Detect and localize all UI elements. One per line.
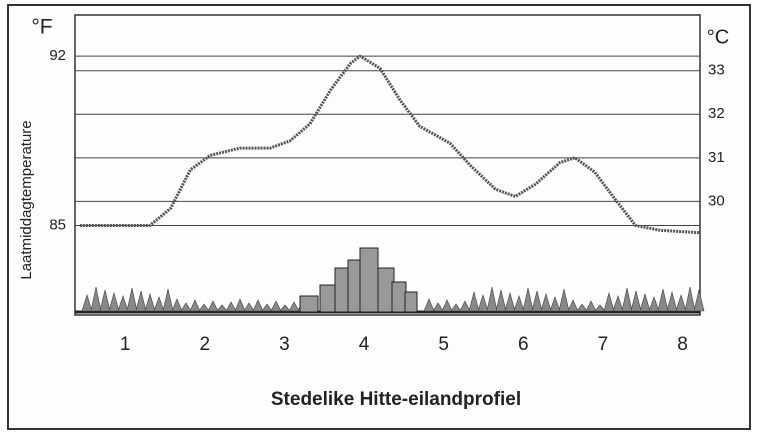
x-tick-label: 7 — [598, 334, 609, 355]
y2-tick-label: 30 — [708, 192, 725, 209]
x-tick-label: 6 — [518, 334, 529, 355]
building — [392, 282, 406, 312]
x-tick-label: 2 — [199, 334, 210, 355]
outer-frame — [8, 5, 750, 429]
chart: °F °C Laatmiddagtemperature Stedelike Hi… — [0, 0, 763, 433]
x-tick-label: 3 — [279, 334, 290, 355]
x-tick-label: 5 — [438, 334, 449, 355]
building — [405, 292, 417, 312]
x-tick-label: 1 — [120, 334, 131, 355]
building — [300, 296, 318, 312]
y2-tick-label: 32 — [708, 105, 725, 122]
x-tick-label: 8 — [677, 334, 688, 355]
y2-tick-label: 31 — [708, 149, 725, 166]
y-axis-label: Laatmiddagtemperature — [18, 120, 35, 279]
x-tick-label: 4 — [359, 334, 370, 355]
chart-title: Stedelike Hitte-eilandprofiel — [271, 389, 521, 410]
building — [360, 248, 378, 312]
y-tick-label: 92 — [49, 47, 66, 64]
y-unit: °F — [31, 16, 52, 39]
y2-tick-label: 33 — [708, 62, 725, 79]
y-tick-label: 85 — [49, 216, 66, 233]
y2-unit: °C — [707, 26, 729, 48]
